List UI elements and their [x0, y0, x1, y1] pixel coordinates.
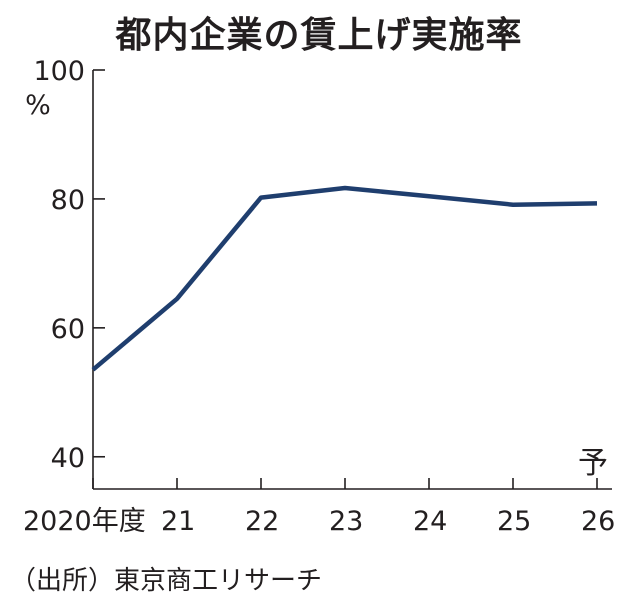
forecast-label: 予 — [578, 446, 608, 481]
y-tick-label: 100 — [33, 56, 85, 87]
source-note: （出所）東京商工リサーチ — [10, 566, 323, 596]
x-tick-label: 23 — [329, 506, 363, 537]
y-tick-label: 80 — [51, 185, 85, 216]
x-tick-label: 21 — [161, 506, 195, 537]
y-tick-label: 40 — [51, 443, 85, 474]
x-tick-label: 22 — [245, 506, 279, 537]
x-tick-label: 26 — [581, 506, 615, 537]
x-tick-label: 25 — [497, 506, 531, 537]
chart-title: 都内企業の賃上げ実施率 — [115, 15, 523, 56]
series-line — [91, 185, 598, 372]
y-unit-label: % — [25, 90, 51, 121]
x-tick-label: 24 — [413, 506, 447, 537]
x-tick-label: 2020年度 — [23, 506, 146, 537]
y-tick-label: 60 — [51, 314, 85, 345]
